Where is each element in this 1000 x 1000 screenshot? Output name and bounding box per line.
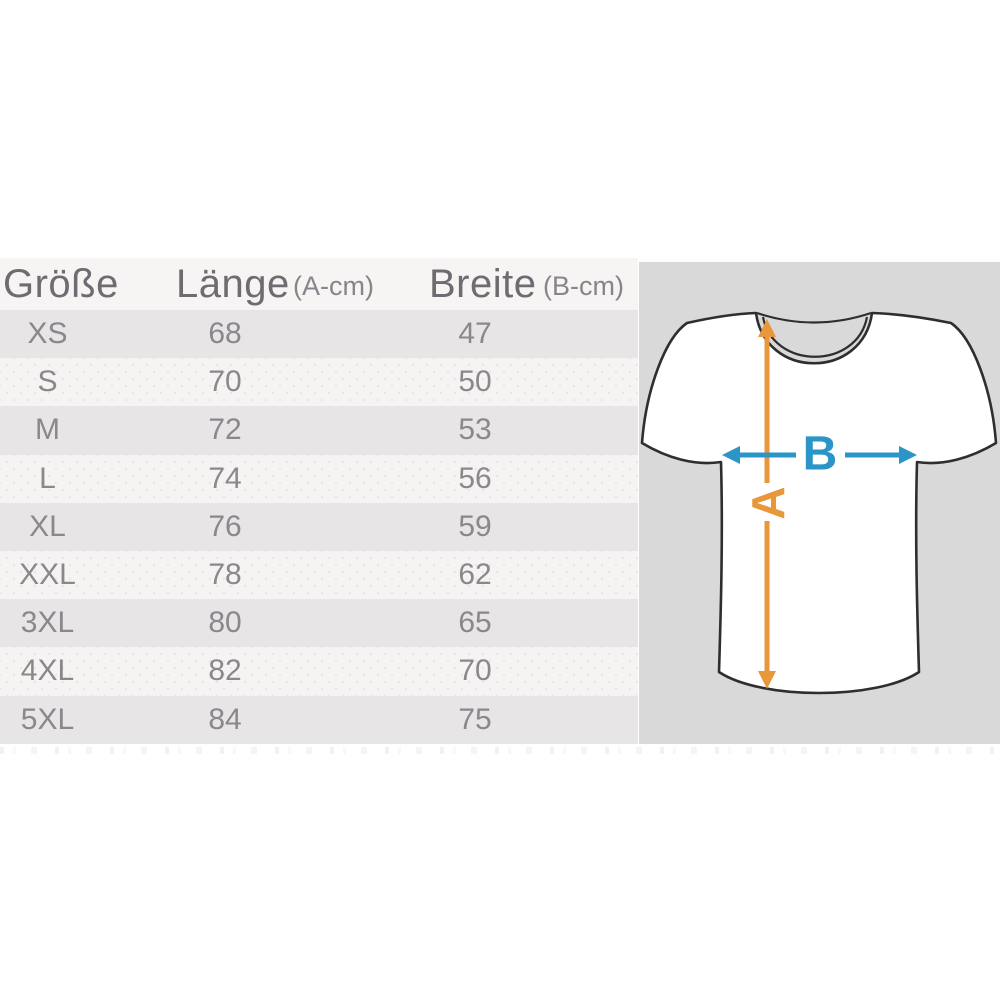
cell-length: 70 <box>208 365 242 399</box>
tshirt-diagram: A B <box>640 311 998 695</box>
shirt-diagram-panel: A B <box>639 262 1000 744</box>
cell-size: XL <box>29 509 66 543</box>
table-row: XL 76 59 <box>0 502 638 551</box>
tshirt-outline <box>640 311 998 695</box>
cell-size: 3XL <box>20 606 75 640</box>
table-row: XXL 78 62 <box>0 550 638 600</box>
cell-size: 5XL <box>20 702 75 736</box>
table-row: S 70 50 <box>0 358 638 407</box>
table-row: 5XL 84 75 <box>0 695 638 744</box>
cell-length: 72 <box>208 413 242 447</box>
cell-length: 82 <box>208 654 242 688</box>
table-row: L 74 56 <box>0 454 638 503</box>
cell-size: L <box>39 461 56 495</box>
width-arrow-b: B <box>722 428 917 481</box>
cell-width: 50 <box>458 365 492 399</box>
header-size: Größe <box>3 262 119 306</box>
header-length: Länge <box>176 262 290 306</box>
cell-width: 59 <box>458 509 492 543</box>
header-width: Breite <box>429 262 537 306</box>
cell-width: 65 <box>458 606 492 640</box>
cell-width: 53 <box>458 413 492 447</box>
width-label-b: B <box>803 428 838 481</box>
cell-size: XXL <box>19 557 76 591</box>
size-table-header: Größe Länge (A-cm) Breite (B-cm) <box>0 258 638 310</box>
cell-length: 76 <box>208 509 242 543</box>
size-table-rows: XS 68 47 S 70 50 M 72 53 L 74 56 XL 76 5… <box>0 310 638 744</box>
cropped-text-residue <box>0 747 1000 754</box>
length-arrowhead-up <box>758 319 776 337</box>
cell-length: 74 <box>208 461 242 495</box>
header-width-unit: (B-cm) <box>543 271 624 301</box>
length-arrowhead-down <box>758 671 776 689</box>
cell-width: 56 <box>458 461 492 495</box>
cell-length: 80 <box>208 606 242 640</box>
table-row: M 72 53 <box>0 406 638 455</box>
size-table: Größe Länge (A-cm) Breite (B-cm) XS 68 4… <box>0 258 638 744</box>
table-row: XS 68 47 <box>0 310 638 359</box>
header-length-unit: (A-cm) <box>293 271 374 301</box>
length-label-a: A <box>742 486 794 519</box>
cell-length: 84 <box>208 702 242 736</box>
table-row: 3XL 80 65 <box>0 599 638 648</box>
length-arrow-a: A <box>742 319 794 689</box>
cell-length: 68 <box>208 317 242 350</box>
width-arrowhead-right <box>899 446 917 464</box>
cell-width: 62 <box>458 557 492 591</box>
cell-size: S <box>37 365 58 399</box>
cell-size: M <box>35 413 60 447</box>
width-arrowhead-left <box>722 446 740 464</box>
cell-width: 47 <box>458 317 492 350</box>
table-row: 4XL 82 70 <box>0 647 638 696</box>
cell-width: 75 <box>458 702 492 736</box>
cell-length: 78 <box>208 557 242 591</box>
cell-size: 4XL <box>20 654 75 688</box>
cell-width: 70 <box>458 654 492 688</box>
cell-size: XS <box>27 317 68 350</box>
collar-back-line <box>756 311 872 324</box>
